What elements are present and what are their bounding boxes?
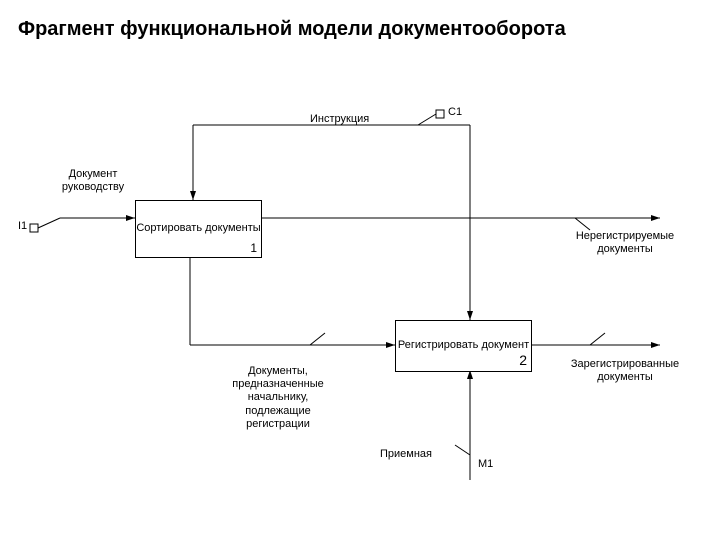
label-instruction: Инструкция: [310, 113, 369, 126]
activity-box-register: Регистрировать документ 2: [395, 320, 532, 372]
label-m1: M1: [478, 458, 493, 471]
page: Фрагмент функциональной модели документо…: [0, 0, 720, 540]
diagram-svg: [0, 0, 720, 540]
label-doc-mgmt: Документ руководству: [48, 168, 138, 194]
box1-label: Сортировать документы: [136, 222, 260, 235]
label-registered: Зарегистрированные документы: [555, 358, 695, 384]
label-c1: C1: [448, 106, 462, 119]
box2-label: Регистрировать документ: [398, 339, 529, 352]
box1-number: 1: [250, 241, 257, 255]
activity-box-sort: Сортировать документы 1: [135, 200, 262, 258]
box2-number: 2: [519, 352, 527, 369]
label-i1: I1: [18, 220, 27, 233]
label-reception: Приемная: [380, 448, 432, 461]
label-unregistered: Нерегистрируемые документы: [565, 230, 685, 256]
label-docs-for-boss: Документы, предназначенные начальнику, п…: [218, 365, 338, 431]
